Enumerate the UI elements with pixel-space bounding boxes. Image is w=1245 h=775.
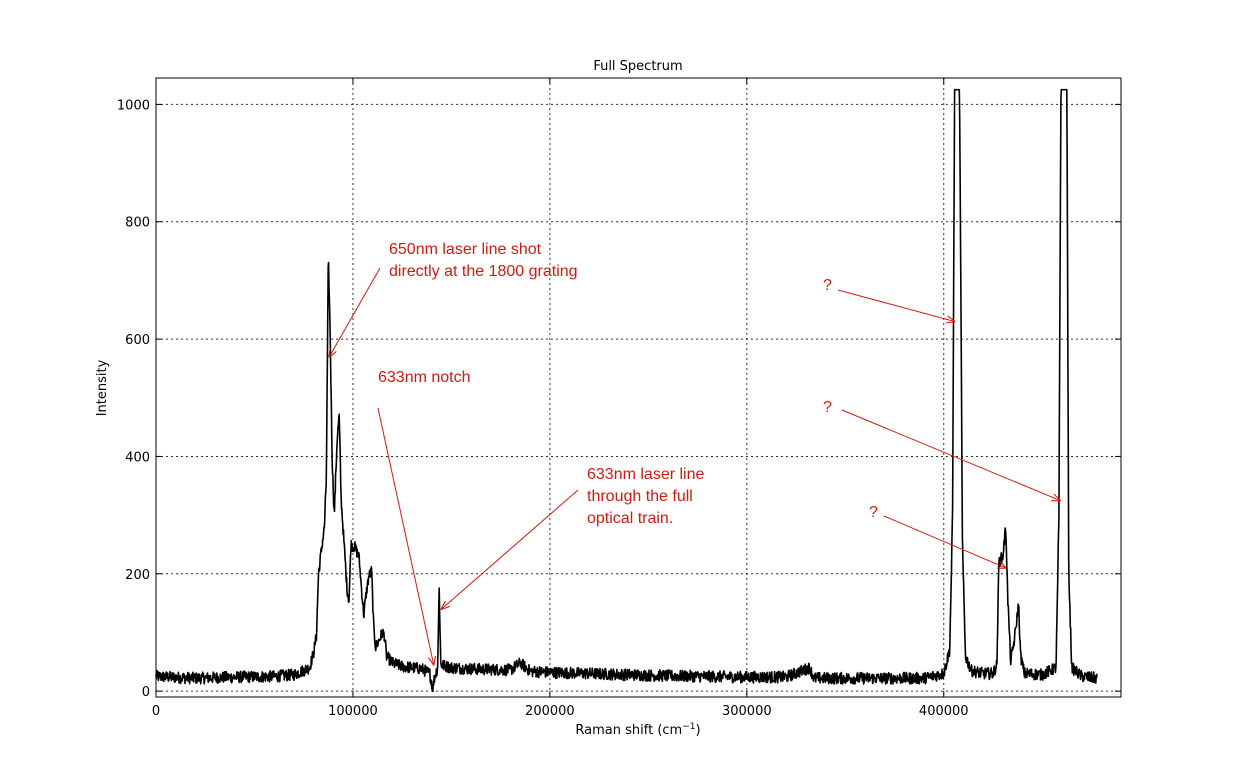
y-axis-label: Intensity bbox=[95, 359, 110, 416]
x-tick-label: 200000 bbox=[525, 704, 575, 719]
chart-title: Full Spectrum bbox=[593, 59, 682, 74]
annotation-line: 633nm laser line bbox=[587, 466, 705, 483]
annotation-line: ? bbox=[823, 399, 832, 416]
y-tick-label: 1000 bbox=[117, 98, 150, 113]
x-tick-label: 0 bbox=[152, 704, 160, 719]
x-axis-label: Raman shift (cm−1) bbox=[575, 722, 700, 738]
x-tick-label: 300000 bbox=[722, 704, 772, 719]
annotation-arrow-q2 bbox=[842, 410, 1060, 500]
annotation-arrow-q3 bbox=[884, 516, 1006, 568]
annotation-a633: 633nm laser line through the full optical … bbox=[587, 466, 705, 527]
annotation-a650: 650nm laser line shot directly at the 180… bbox=[389, 241, 578, 280]
annotation-arrow-notch bbox=[378, 408, 434, 665]
annotation-line: directly at the 1800 grating bbox=[389, 263, 578, 280]
y-tick-label: 400 bbox=[125, 450, 150, 465]
annotation-arrow-a633 bbox=[442, 490, 578, 609]
annotation-line: optical train. bbox=[587, 510, 673, 527]
annotation-q2: ? bbox=[823, 399, 832, 416]
annotation-q3: ? bbox=[869, 504, 878, 521]
annotation-arrow-a650 bbox=[329, 268, 380, 357]
annotation-q1: ? bbox=[823, 277, 832, 294]
axis-ticks: 0 100000 200000 300000 400000 0 200 400 600 800 10… bbox=[117, 78, 1121, 719]
annotation-notch: 633nm notch bbox=[378, 369, 471, 386]
y-tick-label: 200 bbox=[125, 568, 150, 583]
annotation-line: 650nm laser line shot bbox=[389, 241, 542, 258]
annotation-line: ? bbox=[823, 277, 832, 294]
x-tick-label: 100000 bbox=[328, 704, 378, 719]
annotation-line: through the full bbox=[587, 488, 693, 505]
annotation-line: ? bbox=[869, 504, 878, 521]
annotation-line: 633nm notch bbox=[378, 369, 471, 386]
grid-lines bbox=[156, 78, 1121, 697]
annotation-arrow-q1 bbox=[838, 290, 955, 321]
y-tick-label: 800 bbox=[125, 216, 150, 231]
y-tick-label: 600 bbox=[125, 333, 150, 348]
plot-area bbox=[156, 78, 1121, 697]
y-tick-label: 0 bbox=[142, 685, 150, 700]
x-tick-label: 400000 bbox=[919, 704, 969, 719]
spectrum-series-line bbox=[156, 90, 1097, 692]
